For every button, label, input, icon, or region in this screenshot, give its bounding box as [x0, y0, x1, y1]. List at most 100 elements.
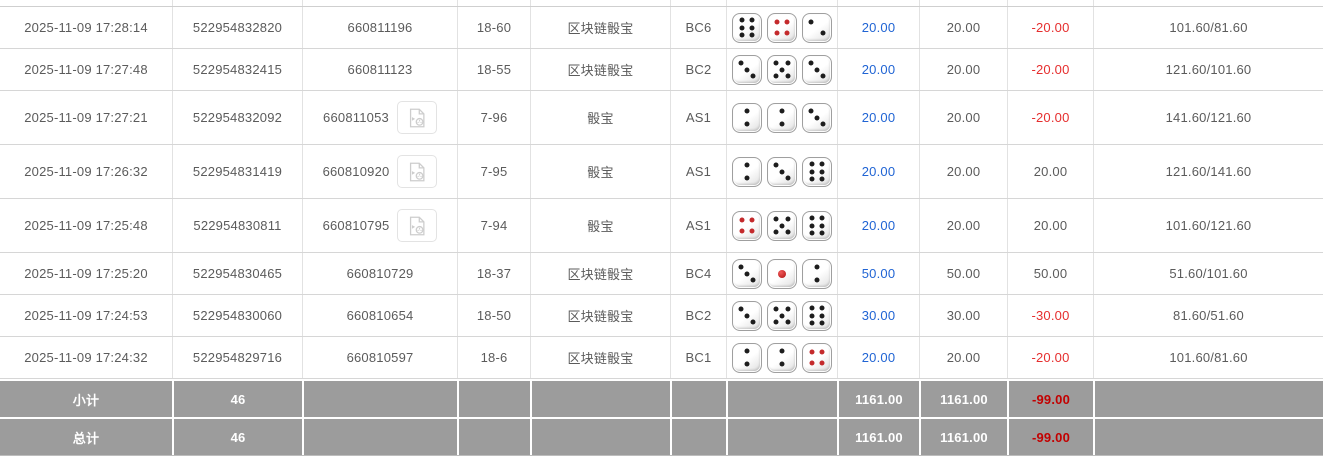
- cell-time: 2025-11-09 17:28:14: [24, 20, 148, 35]
- film-file-icon: [410, 162, 425, 181]
- die-pip: [779, 223, 785, 228]
- cell-win-loss: -20.00: [1007, 7, 1093, 48]
- round-id-text: 660811053: [323, 110, 389, 125]
- die-pip: [784, 19, 790, 25]
- die-pip: [739, 228, 745, 234]
- die-pip: [779, 67, 785, 72]
- round-id-text: 660810795: [322, 218, 390, 233]
- cell-bet-amount[interactable]: 20.00: [837, 145, 919, 198]
- die-pip: [779, 108, 785, 114]
- film-file-icon: [409, 108, 425, 127]
- die-pip: [773, 73, 779, 79]
- dice-result-group: [732, 156, 832, 187]
- cell-bet-amount[interactable]: 20.00: [837, 49, 919, 90]
- cell-table-code: AS1: [670, 145, 726, 198]
- table-row: 2025-11-09 17:27:48 522954832415 660811123…: [0, 49, 1323, 91]
- dice-result-group: [732, 258, 832, 289]
- cell-round-id: 660811196: [302, 7, 457, 48]
- die-pip: [809, 360, 815, 366]
- cell-table-code: BC2: [670, 295, 726, 336]
- die-6: [732, 12, 762, 43]
- partial-cell: [457, 0, 530, 6]
- die-pip: [739, 17, 745, 23]
- die-pip: [744, 175, 750, 181]
- cell-round-id: 660810597: [302, 337, 457, 378]
- die-pip: [809, 169, 815, 174]
- cell-dice: [726, 49, 837, 90]
- cell-round-id: 660811123: [302, 49, 457, 90]
- die-pip: [820, 30, 826, 36]
- cell-dice: [726, 199, 837, 252]
- round-id-text: 660811123: [347, 62, 413, 77]
- summary-empty: [1093, 381, 1323, 417]
- video-replay-button[interactable]: [397, 209, 438, 242]
- cell-bet-amount[interactable]: 50.00: [837, 253, 919, 294]
- die-pip: [785, 319, 791, 325]
- die-pip: [779, 361, 785, 367]
- die-pip: [819, 305, 825, 311]
- cell-bet-id: 522954832820: [172, 7, 302, 48]
- partial-row-top: [0, 0, 1323, 7]
- die-pip: [774, 19, 780, 25]
- die-3: [767, 156, 797, 187]
- cell-bet-amount[interactable]: 20.00: [837, 199, 919, 252]
- partial-cell: [670, 0, 726, 6]
- die-3: [732, 258, 762, 289]
- die-6: [802, 210, 832, 241]
- cell-time: 2025-11-09 17:27:21: [24, 110, 148, 125]
- cell-bet-amount[interactable]: 20.00: [837, 91, 919, 144]
- table-row: 2025-11-09 17:25:20 522954830465 660810729…: [0, 253, 1323, 295]
- die-pip: [820, 73, 826, 79]
- die-pip: [738, 306, 744, 312]
- video-replay-button[interactable]: [397, 155, 438, 188]
- die-pip: [809, 223, 815, 228]
- die-4: [802, 342, 832, 373]
- cell-bet-amount[interactable]: 20.00: [837, 337, 919, 378]
- cell-time: 2025-11-09 17:25:48: [24, 218, 148, 233]
- die-pip: [785, 60, 791, 66]
- cell-win-loss: 20.00: [1007, 145, 1093, 198]
- dice-result-group: [732, 12, 832, 43]
- cell-win-loss: 20.00: [1007, 199, 1093, 252]
- cell-dice: [726, 7, 837, 48]
- die-pip: [738, 60, 744, 66]
- summary-empty: [457, 419, 530, 455]
- die-pip: [779, 169, 785, 174]
- video-replay-button[interactable]: [396, 101, 437, 134]
- die-pip: [749, 217, 755, 223]
- die-3: [732, 54, 762, 85]
- partial-cell: [530, 0, 670, 6]
- cell-win-loss: 50.00: [1007, 253, 1093, 294]
- cell-time: 2025-11-09 17:25:20: [24, 266, 148, 281]
- round-id-text: 660810729: [346, 266, 414, 281]
- die-pip: [779, 313, 785, 318]
- summary-valid-total: 1161.00: [919, 419, 1007, 455]
- die-2: [732, 102, 762, 133]
- die-5: [767, 210, 797, 241]
- cell-bet-id: 522954831419: [172, 145, 302, 198]
- cell-bet-amount[interactable]: 30.00: [837, 295, 919, 336]
- die-pip: [785, 229, 791, 235]
- partial-cell: [1093, 0, 1323, 6]
- partial-cell: [172, 0, 302, 6]
- die-pip: [744, 348, 750, 354]
- cell-balance: 51.60/101.60: [1093, 253, 1323, 294]
- die-4: [732, 210, 762, 241]
- cell-bet-amount[interactable]: 20.00: [837, 7, 919, 48]
- cell-game-name: 骰宝: [530, 199, 670, 252]
- die-pip: [785, 73, 791, 79]
- cell-valid-amount: 30.00: [919, 295, 1007, 336]
- die-pip: [819, 230, 825, 236]
- cell-game-name: 区块链骰宝: [530, 49, 670, 90]
- cell-valid-amount: 20.00: [919, 91, 1007, 144]
- summary-empty: [1093, 419, 1323, 455]
- cell-time: 2025-11-09 17:24:32: [24, 350, 148, 365]
- cell-round-id: 660810920: [302, 145, 457, 198]
- die-pip: [785, 306, 791, 312]
- partial-cell: [837, 0, 919, 6]
- table-row: 2025-11-09 17:27:21 522954832092 660811053…: [0, 91, 1323, 145]
- die-pip: [749, 228, 755, 234]
- cell-round-id: 660811053: [302, 91, 457, 144]
- die-2: [732, 342, 762, 373]
- summary-win-loss-total: -99.00: [1007, 381, 1093, 417]
